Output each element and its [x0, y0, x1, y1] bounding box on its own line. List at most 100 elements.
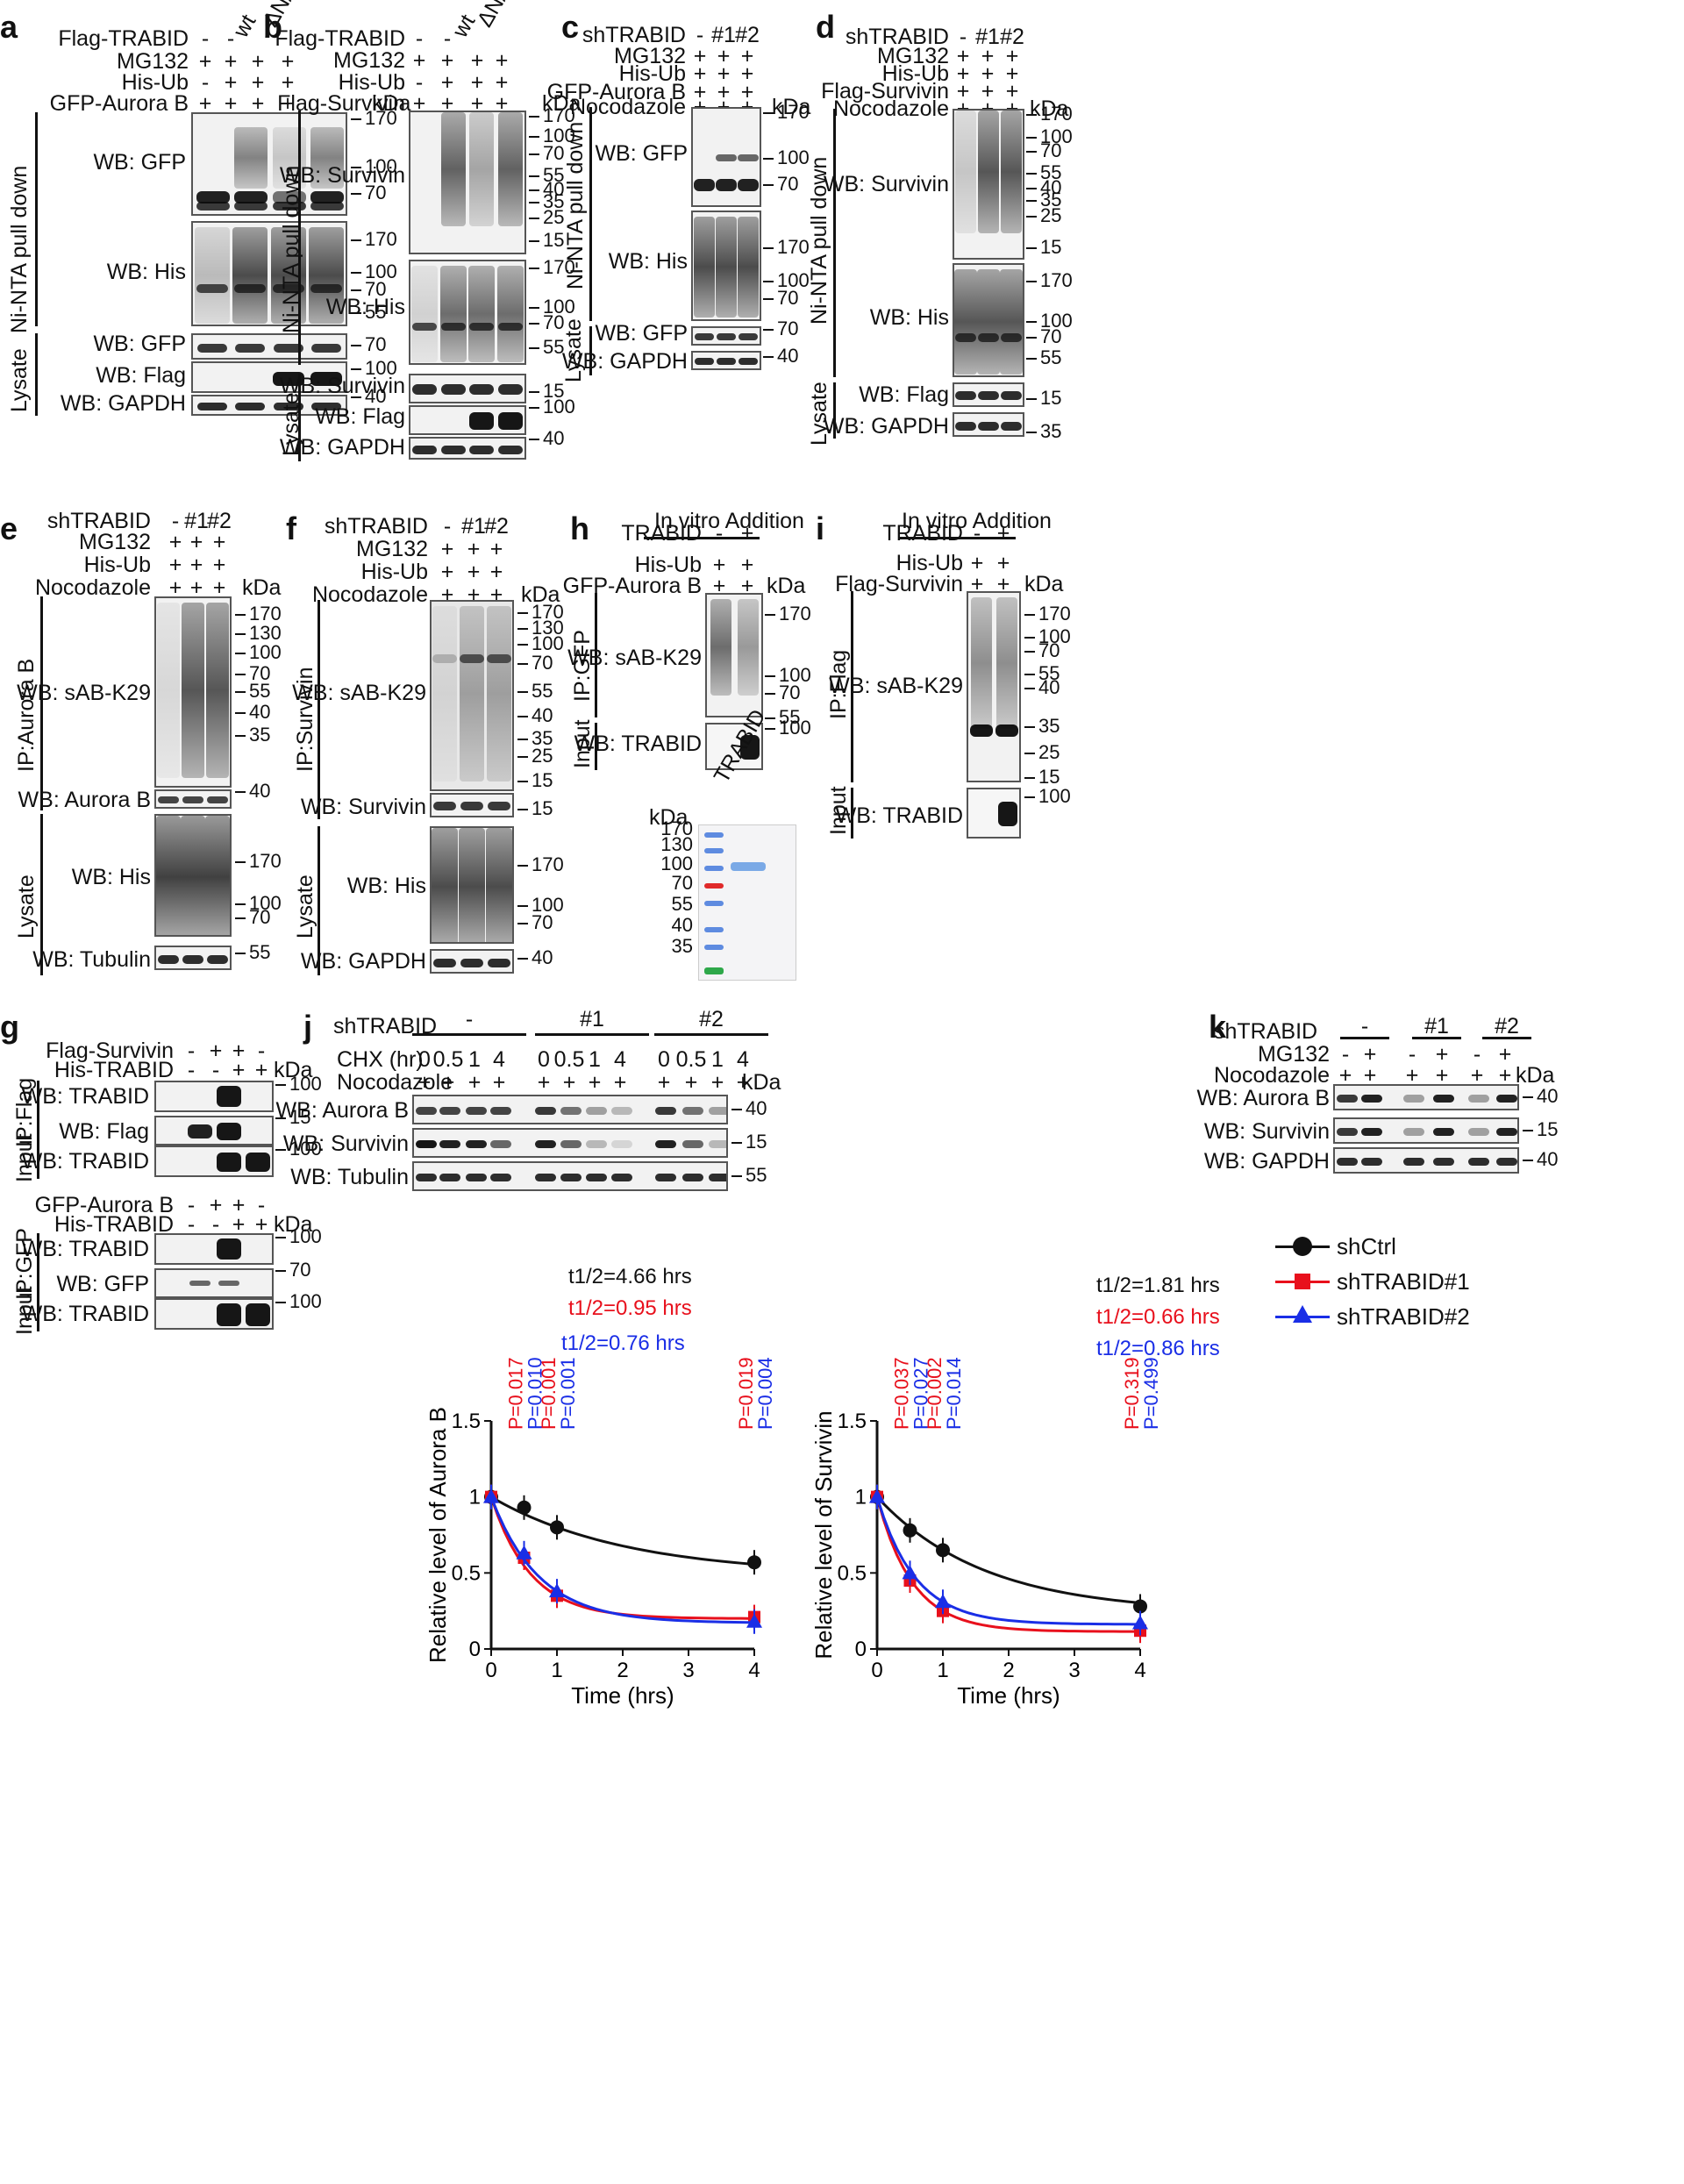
smear: [156, 816, 181, 935]
kda-marker: 15: [275, 1108, 310, 1127]
treatment-value: +: [232, 1193, 246, 1217]
treatment-value: +: [224, 49, 238, 74]
blot-label: WB: TRABID: [21, 1084, 149, 1109]
treatment-value: -: [257, 1193, 266, 1217]
treatment-value: -: [211, 1212, 220, 1237]
kda-marker: 70: [1024, 641, 1060, 660]
group-value: #1: [580, 1007, 604, 1031]
group-value: #1: [1424, 1014, 1449, 1038]
treatment-value: +: [981, 44, 995, 68]
band: [1433, 1128, 1454, 1136]
data-point: [517, 1500, 532, 1515]
band: [738, 179, 760, 191]
x-tick-label: 1: [937, 1659, 948, 1682]
smear: [234, 127, 268, 189]
blot-label: WB: Survivin: [282, 1131, 409, 1156]
kda-marker: 100: [275, 1139, 322, 1159]
blot-label: WB: GFP: [93, 332, 186, 356]
treatment-name: MG132: [356, 537, 428, 561]
blot-label: WB: GAPDH: [1203, 1149, 1330, 1174]
kda-marker: 170: [529, 106, 575, 125]
kda-marker: 70: [763, 175, 798, 194]
treatment-name: GFP-Aurora B: [562, 574, 702, 598]
band: [310, 191, 345, 203]
fit-curve: [875, 1496, 1141, 1633]
blot-ni-his: [409, 260, 526, 365]
band: [272, 372, 304, 386]
gel-marker: 170: [660, 817, 693, 839]
y-tick-label: 0.5: [452, 1561, 481, 1585]
group-label: IP:GFP: [570, 630, 595, 702]
band: [158, 955, 179, 964]
treatment-value: +: [740, 553, 754, 577]
kda-marker: 70: [351, 280, 386, 299]
group-name: shTRABID: [1214, 1019, 1318, 1044]
treatment-name: His-Ub: [896, 551, 963, 575]
blot-lys-gapdh: [691, 351, 761, 370]
kda-marker: 70: [517, 913, 553, 932]
halflife-label: t1/2=4.66 hrs: [568, 1265, 692, 1288]
kda-marker: 70: [763, 319, 798, 339]
blot-lys-flag: [409, 405, 526, 435]
band: [655, 1107, 676, 1115]
coomassie-gel: [698, 824, 796, 981]
kda-marker: 100: [529, 397, 575, 417]
panel-label: f: [286, 510, 296, 546]
band: [694, 333, 714, 340]
band: [709, 1107, 726, 1115]
treatment-value: +: [232, 1058, 246, 1082]
treatment-value: +: [212, 575, 226, 600]
kda-marker: 100: [765, 666, 811, 685]
blot-label: WB: GFP: [56, 1272, 149, 1296]
chx-value: 0: [658, 1047, 670, 1072]
smear: [232, 227, 268, 324]
panel-label: b: [263, 9, 282, 45]
chx-value: 0: [418, 1047, 431, 1072]
band: [158, 796, 179, 803]
treatment-name: Nocodazole: [569, 95, 686, 119]
band: [1403, 1128, 1424, 1136]
blot-label: WB: TRABID: [835, 803, 963, 828]
kda-marker: 35: [1026, 422, 1061, 441]
band: [439, 1174, 460, 1181]
panel-label: e: [0, 510, 18, 546]
smear: [157, 603, 180, 778]
treatment-value: -: [443, 26, 452, 51]
treatment-name: Flag-Survivin: [277, 91, 405, 116]
treatment-value: -: [201, 70, 210, 95]
treatment-value: +: [740, 574, 754, 598]
kda-unit: kDa: [742, 1070, 781, 1095]
data-point: [747, 1555, 761, 1570]
band: [196, 284, 228, 293]
kda-marker: 55: [351, 303, 386, 322]
band: [216, 1086, 241, 1107]
blot-lys-gfp: [691, 326, 761, 346]
band: [1361, 1158, 1382, 1166]
treatment-name: TRABID: [882, 521, 963, 546]
band: [497, 323, 523, 331]
band: [234, 191, 268, 203]
group-label: IP:Aurora B: [14, 658, 39, 772]
treatment-value: +: [212, 530, 226, 554]
band: [311, 403, 342, 410]
kda-marker: 70: [763, 289, 798, 308]
band: [955, 333, 976, 342]
group-bracket: [37, 1298, 39, 1331]
treatment-value: +: [981, 61, 995, 86]
band: [682, 1140, 703, 1148]
smear: [432, 828, 459, 942]
y-tick-label: 0: [469, 1638, 481, 1661]
x-tick-label: 2: [617, 1659, 628, 1682]
band: [433, 802, 457, 810]
band: [1001, 333, 1022, 342]
treatment-value: #2: [484, 514, 509, 539]
group-label: Ni-NTA pull down: [563, 121, 588, 289]
smear: [206, 603, 229, 778]
gel-marker: 130: [660, 833, 693, 855]
noco-value: +: [657, 1070, 671, 1095]
band: [432, 654, 458, 663]
treatment-value: +: [717, 61, 731, 86]
band: [216, 1123, 241, 1140]
treatment-value: #2: [207, 509, 232, 533]
ladder-band: [704, 832, 724, 838]
